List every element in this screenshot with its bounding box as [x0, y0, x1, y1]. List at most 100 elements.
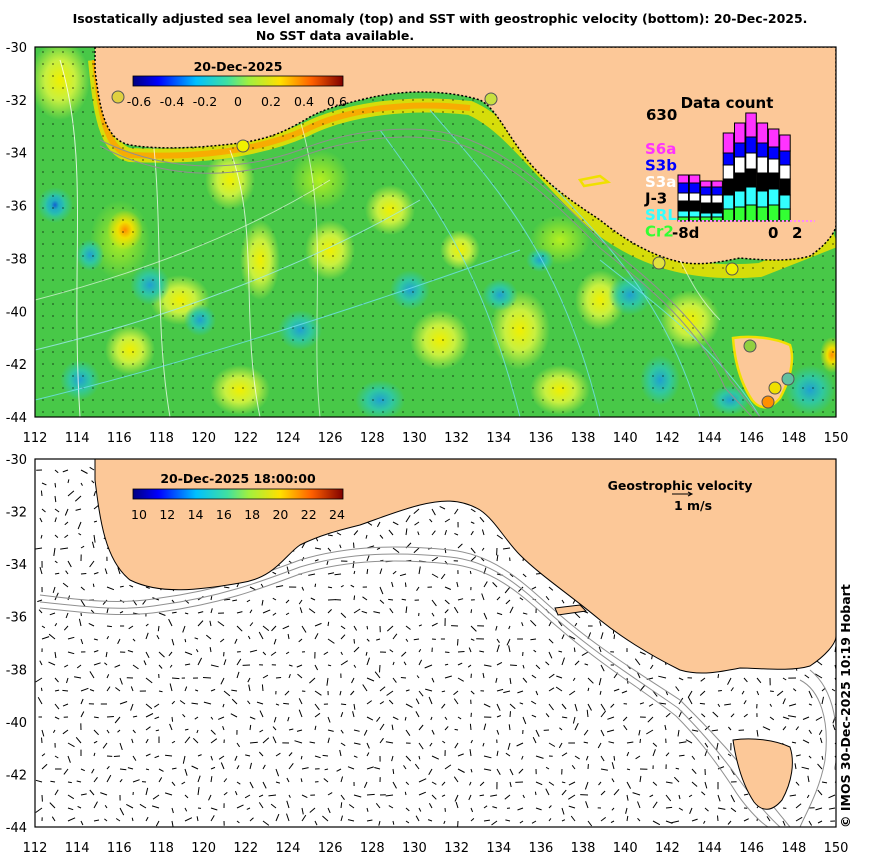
velocity-arrow: [429, 742, 433, 747]
velocity-arrow: [298, 638, 303, 643]
velocity-arrow: [196, 729, 199, 734]
velocity-arrow: [67, 636, 75, 640]
velocity-arrow: [496, 703, 501, 711]
velocity-arrow: [197, 611, 204, 614]
velocity-arrow: [258, 631, 264, 640]
velocity-arrow: [535, 729, 540, 737]
velocity-arrow: [309, 807, 316, 813]
top-lon-label-130: 130: [402, 431, 427, 446]
velocity-arrow: [184, 686, 188, 692]
velocity-arrow: [353, 530, 359, 536]
velocity-arrow: [444, 675, 452, 679]
velocity-arrow: [818, 729, 823, 735]
velocity-arrow: [376, 716, 381, 722]
velocity-arrow: [353, 755, 358, 758]
velocity-arrow: [296, 664, 303, 668]
velocity-arrow: [558, 742, 563, 749]
velocity-arrow: [271, 625, 277, 632]
sea-level-anomaly-panel: [35, 47, 836, 417]
top-lat-label--30: -30: [6, 41, 27, 56]
velocity-arrow: [415, 815, 420, 822]
velocity-arrow: [236, 658, 242, 666]
velocity-arrow: [366, 766, 374, 770]
velocity-arrow: [37, 697, 43, 705]
velocity-arrow: [288, 728, 294, 731]
velocity-arrow: [74, 676, 82, 679]
velocity-arrow: [284, 690, 290, 696]
velocity-arrow: [467, 664, 472, 668]
velocity-arrow: [152, 794, 160, 800]
sst-colorbar-ticks: 10 12 14 16 18 20 22 24: [131, 507, 345, 522]
velocity-arrow: [353, 646, 360, 653]
velocity-arrow: [794, 763, 797, 770]
velocity-arrow: [247, 635, 251, 640]
velocity-arrow: [425, 688, 433, 692]
velocity-arrow: [365, 534, 368, 539]
velocity-arrow: [496, 715, 501, 718]
velocity-arrow: [53, 547, 56, 556]
velocity-arrow: [249, 724, 252, 731]
bottom-lon-label-134: 134: [486, 841, 511, 856]
velocity-arrow: [470, 739, 473, 744]
velocity-arrow: [535, 664, 541, 670]
velocity-arrow: [51, 816, 56, 822]
velocity-arrow: [548, 586, 554, 591]
velocity-arrow: [104, 818, 108, 822]
velocity-arrow: [470, 768, 473, 773]
velocity-arrow: [505, 752, 511, 757]
velocity-arrow: [115, 687, 121, 692]
velocity-arrow: [89, 466, 95, 471]
velocity-arrow: [483, 581, 488, 588]
velocity-arrow: [273, 638, 277, 645]
australia-land-top: [94, 47, 836, 265]
velocity-arrow: [145, 651, 150, 659]
velocity-arrow: [585, 801, 589, 809]
top-lon-label-124: 124: [276, 431, 301, 446]
velocity-arrow: [93, 572, 99, 575]
velocity-arrow: [50, 780, 56, 783]
velocity-arrow: [171, 677, 180, 680]
velocity-arrow: [392, 547, 400, 553]
velocity-arrow: [431, 755, 440, 760]
velocity-arrow: [496, 554, 499, 562]
velocity-arrow: [40, 534, 43, 539]
velocity-arrow: [77, 805, 82, 809]
velocity-arrow: [405, 781, 410, 786]
velocity-arrow: [63, 625, 69, 631]
top-panel-frame: [34, 46, 837, 418]
velocity-arrow: [379, 737, 384, 744]
data-count-bar-segment: [745, 152, 757, 170]
velocity-arrow: [457, 677, 464, 682]
velocity-arrow: [210, 766, 216, 770]
velocity-arrow: [41, 625, 46, 629]
data-count-bar-segment: [734, 190, 746, 208]
velocity-arrow: [490, 794, 498, 797]
sst-colorbar-title: 20-Dec-2025 18:00:00: [160, 471, 316, 486]
velocity-arrow: [314, 547, 322, 550]
velocity-arrow: [678, 807, 684, 811]
velocity-arrow: [392, 570, 397, 575]
velocity-arrow: [652, 801, 658, 809]
sst-colorbar-tick-24: 24: [329, 507, 345, 522]
velocity-arrow: [106, 586, 115, 591]
velocity-arrow: [156, 635, 160, 640]
velocity-arrow: [286, 777, 290, 783]
velocity-arrow: [652, 690, 658, 697]
velocity-arrow: [130, 703, 134, 711]
velocity-arrow: [222, 726, 225, 731]
velocity-arrow: [598, 677, 602, 686]
velocity-arrow: [78, 532, 82, 536]
velocity-arrow: [379, 586, 384, 595]
velocity-arrow: [154, 755, 160, 759]
velocity-arrow: [67, 595, 71, 601]
velocity-arrow: [301, 542, 306, 549]
velocity-arrow: [327, 534, 333, 537]
velocity-arrow: [691, 755, 696, 760]
velocity-arrow: [533, 649, 537, 653]
velocity-arrow: [340, 703, 347, 706]
velocity-arrow: [181, 781, 186, 785]
velocity-arrow: [392, 768, 395, 774]
velocity-arrow: [548, 781, 555, 786]
velocity-arrow: [287, 716, 290, 722]
velocity-arrow: [275, 813, 280, 822]
